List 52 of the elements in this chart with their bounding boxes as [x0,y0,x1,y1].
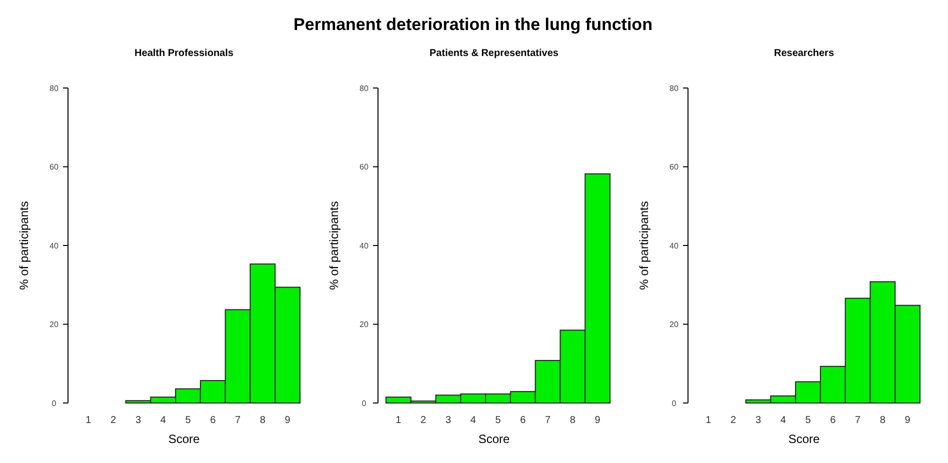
x-tick-label: 5 [495,415,502,426]
y-tick-label: 0 [52,398,57,408]
y-tick-label: 80 [50,84,59,93]
x-tick-label: 7 [234,415,241,426]
x-tick-label: 2 [730,415,737,426]
x-tick-label: 7 [544,415,551,426]
y-tick-label: 40 [360,241,369,250]
chart-subtitle: Health Professionals [134,48,234,59]
x-axis-title: Score [168,432,200,446]
y-tick-label: 20 [670,320,679,330]
x-tick-label: 5 [805,415,812,426]
x-tick-label: 4 [470,415,476,426]
y-axis-title: % of participants [637,201,651,290]
x-tick-label: 1 [396,415,402,426]
x-tick-label: 1 [86,415,92,426]
x-tick-label: 3 [135,415,142,426]
y-axis-title: % of participants [17,201,31,290]
text: Permanent deterioration in the lung function [294,15,652,34]
x-tick-label: 7 [854,415,861,426]
y-tick-label: 60 [50,162,59,172]
y-tick-label: 40 [670,241,679,250]
y-axis-title: % of participants [327,201,341,290]
x-axis-title: Score [788,432,820,446]
x-tick-label: 4 [780,415,786,426]
x-tick-label: 6 [210,415,216,426]
y-tick-label: 80 [360,84,369,93]
chart-subtitle: Researchers [774,48,834,59]
y-tick-label: 20 [360,320,369,330]
x-tick-label: 4 [160,415,166,426]
x-tick-label: 2 [420,415,427,426]
y-tick-label: 0 [362,398,367,408]
y-tick-label: 0 [672,398,677,408]
x-tick-label: 2 [110,415,117,426]
x-tick-label: 8 [260,415,266,426]
y-tick-label: 20 [50,320,59,330]
x-tick-label: 8 [880,415,886,426]
x-tick-label: 3 [755,415,762,426]
y-tick-label: 40 [50,241,59,250]
x-tick-label: 9 [904,415,911,426]
x-tick-label: 6 [830,415,836,426]
x-tick-label: 9 [594,415,601,426]
x-tick-label: 5 [185,415,192,426]
y-tick-label: 80 [670,84,679,93]
chart-subtitle: Patients & Representatives [430,48,559,59]
x-tick-label: 6 [520,415,526,426]
x-tick-label: 3 [445,415,452,426]
y-tick-label: 60 [670,162,679,172]
x-axis-title: Score [478,432,510,446]
x-tick-label: 9 [284,415,291,426]
x-tick-label: 8 [570,415,576,426]
y-tick-label: 60 [360,162,369,172]
x-tick-label: 1 [706,415,712,426]
